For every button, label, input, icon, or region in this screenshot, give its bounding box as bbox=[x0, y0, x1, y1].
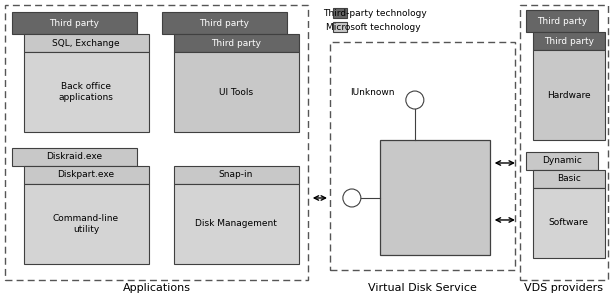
Text: Third party: Third party bbox=[211, 38, 261, 48]
Text: Microsoft technology: Microsoft technology bbox=[326, 22, 420, 32]
Text: Third party: Third party bbox=[199, 18, 249, 28]
Bar bbox=[12, 12, 137, 34]
Text: Diskraid.exe: Diskraid.exe bbox=[46, 152, 102, 161]
Text: IUnknown: IUnknown bbox=[350, 88, 394, 97]
Bar bbox=[520, 5, 607, 280]
Bar bbox=[333, 22, 347, 32]
Bar bbox=[12, 148, 137, 166]
Bar bbox=[174, 52, 299, 132]
Text: Hardware: Hardware bbox=[547, 91, 590, 99]
Text: Virtual Disk Service: Virtual Disk Service bbox=[368, 283, 478, 293]
Text: Basic: Basic bbox=[557, 175, 581, 184]
Text: Third party: Third party bbox=[49, 18, 99, 28]
Text: Third party: Third party bbox=[544, 37, 594, 45]
Text: Applications: Applications bbox=[123, 283, 191, 293]
Text: Third-party technology: Third-party technology bbox=[323, 8, 427, 18]
Bar bbox=[333, 8, 347, 18]
Bar bbox=[174, 184, 299, 264]
Bar bbox=[24, 34, 149, 52]
Bar bbox=[174, 34, 299, 52]
Bar bbox=[330, 42, 515, 270]
Bar bbox=[5, 5, 308, 280]
Text: SQL, Exchange: SQL, Exchange bbox=[52, 38, 120, 48]
Text: Snap-in: Snap-in bbox=[219, 171, 253, 179]
Text: VDS providers: VDS providers bbox=[524, 283, 603, 293]
Bar bbox=[162, 12, 287, 34]
Bar bbox=[24, 52, 149, 132]
Circle shape bbox=[343, 189, 361, 207]
Bar bbox=[533, 50, 605, 140]
Text: Command-line
utility: Command-line utility bbox=[53, 214, 119, 234]
Text: Diskpart.exe: Diskpart.exe bbox=[58, 171, 115, 179]
Bar bbox=[533, 170, 605, 188]
Text: Software: Software bbox=[549, 218, 588, 228]
Bar bbox=[174, 166, 299, 184]
Bar bbox=[380, 140, 490, 255]
Circle shape bbox=[406, 91, 424, 109]
Bar bbox=[24, 166, 149, 184]
Text: Disk Management: Disk Management bbox=[195, 219, 277, 228]
Text: Third party: Third party bbox=[537, 17, 587, 25]
Bar bbox=[533, 188, 605, 258]
Bar bbox=[526, 10, 598, 32]
Bar bbox=[526, 152, 598, 170]
Text: UI Tools: UI Tools bbox=[219, 88, 253, 97]
Text: Back office
applications: Back office applications bbox=[58, 82, 113, 102]
Bar bbox=[533, 32, 605, 50]
Text: Dynamic: Dynamic bbox=[542, 156, 582, 165]
Bar bbox=[24, 184, 149, 264]
